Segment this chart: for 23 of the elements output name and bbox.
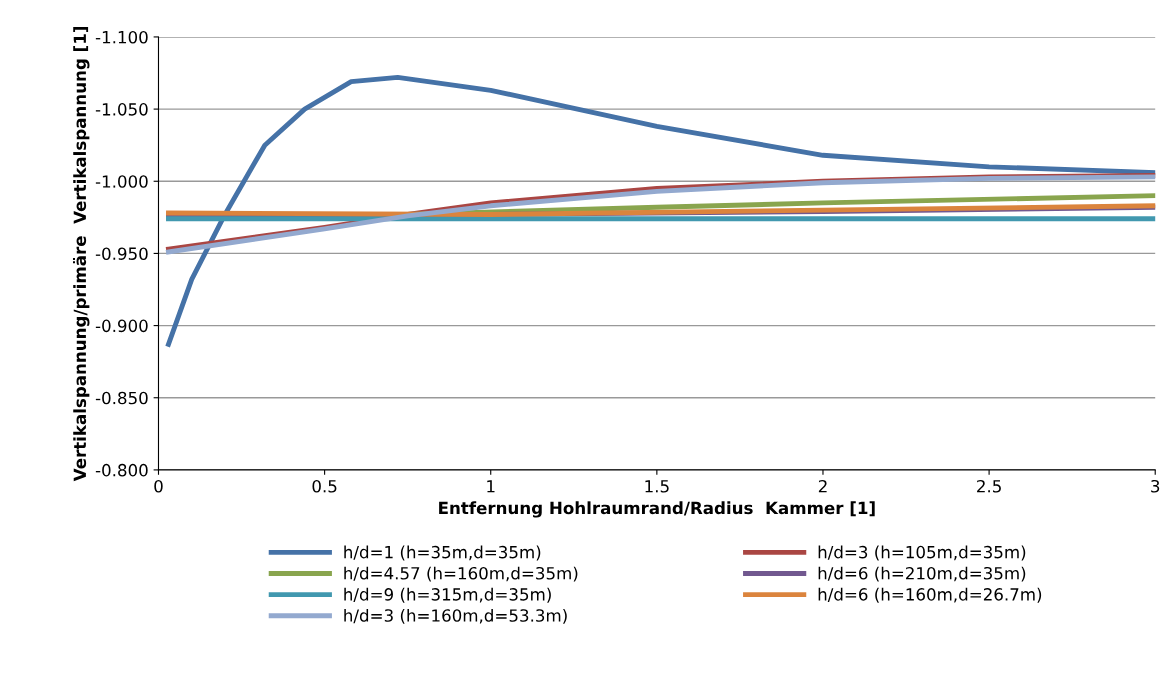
legend-label: h/d=1 (h=35m,d=35m) xyxy=(344,545,541,561)
x-tick-label: 2 xyxy=(818,479,827,493)
y-tick-label: -1.100 xyxy=(95,30,148,44)
x-tick-label: 2.5 xyxy=(977,479,1001,493)
x-tick-label: 1 xyxy=(487,480,495,493)
legend-label: h/d=9 (h=315m,d=35m) xyxy=(344,587,551,603)
y-axis-title: Vertikalspannung/primäre Vertikalspannung [1] xyxy=(72,26,90,482)
x-tick-label: 1.5 xyxy=(645,480,669,493)
y-tick-label: -1.050 xyxy=(95,103,148,116)
x-tick-label: 0.5 xyxy=(312,479,337,493)
x-axis-title: Entfernung Hohlraumrand/Radius Kammer [1] xyxy=(439,501,875,518)
x-tick-label: 0 xyxy=(154,479,163,493)
y-tick-label: -0.950 xyxy=(95,247,148,260)
y-tick-label: -0.800 xyxy=(95,463,148,477)
x-tick-label: 3 xyxy=(1151,479,1160,493)
legend-label: h/d=3 (h=160m,d=53.3m) xyxy=(344,608,567,624)
legend-label: h/d=6 (h=210m,d=35m) xyxy=(818,566,1026,582)
legend-label: h/d=3 (h=105m,d=35m) xyxy=(818,545,1026,561)
y-tick-label: -0.850 xyxy=(95,391,148,405)
legend-label: h/d=6 (h=160m,d=26.7m) xyxy=(818,587,1042,603)
legend-label: h/d=4.57 (h=160m,d=35m) xyxy=(344,566,578,582)
y-tick-label: -1.000 xyxy=(95,175,148,188)
y-tick-label: -0.900 xyxy=(95,319,148,333)
